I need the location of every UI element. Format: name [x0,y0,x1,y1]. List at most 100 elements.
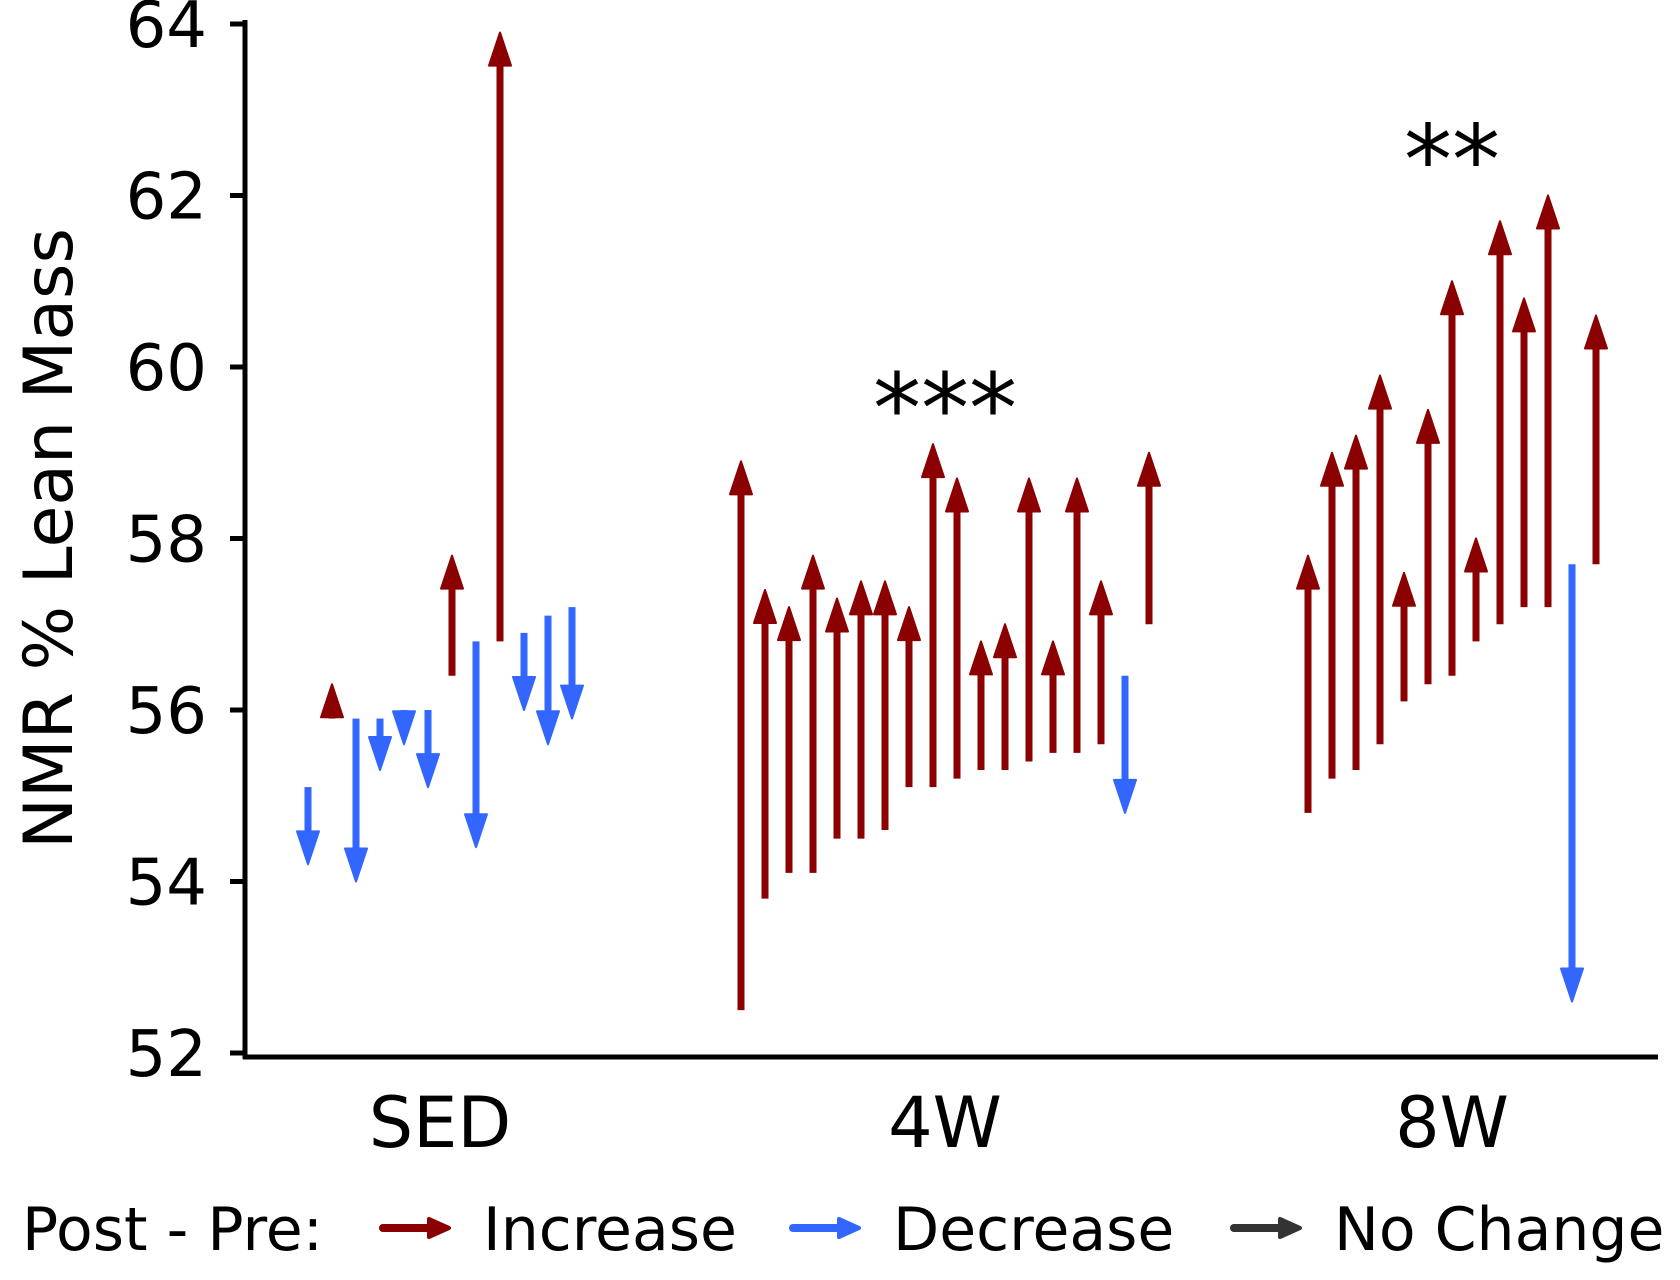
arrow-4w-1 [729,460,753,1011]
y-tick-label: 60 [126,332,207,406]
arrow-sed-10 [512,632,536,711]
arrow-head [1464,537,1488,573]
arrow-head [368,736,392,772]
arrow-head [392,710,416,746]
arrow-8w-1 [1296,554,1320,813]
arrow-4w-14 [1041,640,1065,753]
arrow-head [416,753,440,789]
y-tick-label: 52 [126,1018,207,1092]
arrow-head [993,623,1017,659]
arrow-8w-5 [1392,571,1416,702]
x-tick-label-4w: 4W [888,1082,1002,1164]
arrow-8w-11 [1536,194,1560,608]
arrow-8w-8 [1464,537,1488,642]
arrow-4w-18 [1137,451,1161,625]
arrow-head [488,31,512,67]
legend-entry-increase: Increase [379,1195,737,1265]
legend-label: No Change [1334,1195,1664,1265]
y-tick-label: 58 [126,504,207,578]
arrow-8w-6 [1416,408,1440,685]
arrow-4w-3 [777,606,801,873]
legend-key-head [1278,1217,1302,1239]
arrow-head [801,554,825,590]
arrow-sed-11 [536,615,560,746]
arrow-head [560,684,584,720]
arrow-series [296,31,1608,1011]
arrow-sed-5 [392,710,416,746]
arrow-head [1296,554,1320,590]
arrow-head [1392,571,1416,607]
arrow-4w-15 [1065,477,1089,753]
legend-entry-no-change: No Change [1230,1195,1664,1265]
arrow-sed-2 [320,683,344,719]
significance-stars-8w: ** [1404,105,1500,217]
arrow-8w-10 [1512,297,1536,608]
arrow-head [753,588,777,624]
legend-title: Post - Pre: [22,1195,323,1265]
arrow-head [1320,451,1344,487]
x-tick-label-8w: 8W [1395,1082,1509,1164]
arrow-head [1137,451,1161,487]
significance-stars-4w: *** [873,353,1017,465]
arrow-head [1113,778,1137,814]
arrow-sed-9 [488,31,512,642]
arrow-head [512,676,536,711]
arrow-8w-3 [1344,434,1368,771]
y-tick-label: 56 [126,675,207,749]
legend-key-head [427,1217,451,1239]
arrow-4w-7 [873,580,897,831]
arrow-4w-8 [897,606,921,788]
y-axis-label-group: NMR % Lean Mass [10,228,89,849]
arrow-head [1440,280,1464,316]
legend-label: Increase [483,1195,737,1265]
arrow-8w-13 [1584,314,1608,565]
arrow-sed-1 [296,787,320,866]
arrow-head [1416,408,1440,444]
arrow-head [1512,297,1536,333]
arrow-head [1065,477,1089,513]
arrow-sed-8 [464,641,488,849]
significance-annotations: ***** [873,105,1500,466]
arrow-head [729,460,753,496]
arrow-head [1089,580,1113,616]
arrow-sed-3 [344,718,368,883]
arrow-4w-5 [825,597,849,839]
y-tick-label: 54 [126,847,207,921]
arrow-4w-16 [1089,580,1113,745]
arrow-sed-6 [416,710,440,789]
arrow-head [1488,220,1512,256]
arrow-head [969,640,993,676]
y-axis: 52 54 56 58 60 62 64 [126,0,248,1092]
arrow-4w-4 [801,554,825,873]
arrow-head [873,580,897,616]
arrow-head [344,847,368,883]
legend-label: Decrease [893,1195,1174,1265]
legend-entry-decrease: Decrease [789,1195,1174,1265]
y-tick-label: 62 [126,161,207,235]
arrow-8w-7 [1440,280,1464,676]
arrow-head [825,597,849,633]
arrow-head [921,443,945,479]
arrow-4w-12 [993,623,1017,771]
arrow-4w-17 [1113,675,1137,814]
arrow-8w-4 [1368,374,1392,745]
arrow-head [1041,640,1065,676]
arrow-4w-11 [969,640,993,771]
arrow-head [536,710,560,746]
arrow-head [897,606,921,642]
arrow-sed-4 [368,718,392,772]
arrow-sed-12 [560,607,584,720]
arrow-head [945,477,969,513]
arrow-head [296,830,320,866]
arrow-head [1017,477,1041,513]
legend-key-head [837,1217,861,1239]
arrow-4w-10 [945,477,969,779]
y-axis-label: NMR % Lean Mass [10,228,89,849]
arrow-head [1536,194,1560,230]
arrow-8w-2 [1320,451,1344,779]
y-tick-label: 64 [126,0,207,63]
arrow-4w-6 [849,580,873,839]
x-axis: SED 4W 8W [243,1054,1658,1164]
arrow-8w-9 [1488,220,1512,625]
